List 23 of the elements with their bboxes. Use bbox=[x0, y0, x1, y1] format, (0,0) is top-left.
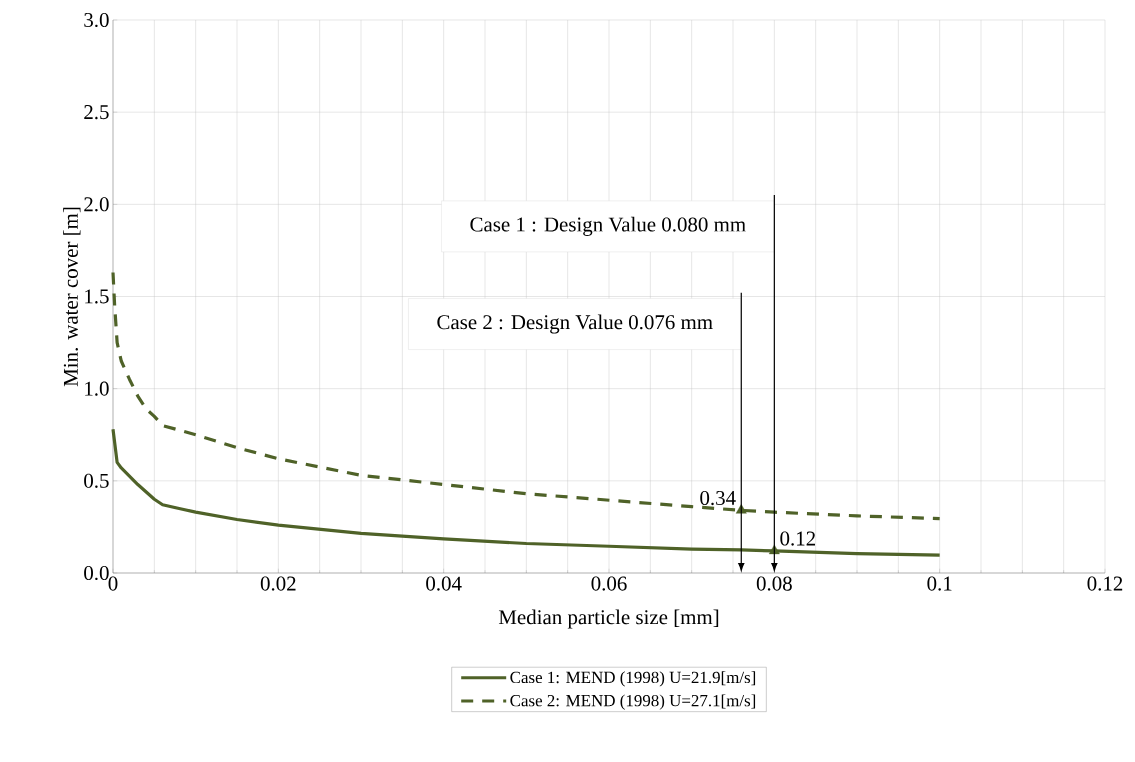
ref-line-label: Case 1 : Design Value 0.080 mm bbox=[470, 216, 746, 236]
x-axis-title: Median particle size [mm] bbox=[498, 609, 719, 629]
y-tick-label: 1.0 bbox=[85, 381, 109, 396]
x-tick-label: 0.06 bbox=[591, 576, 627, 591]
x-tick-label: 0.1 bbox=[927, 576, 952, 591]
y-tick-label: 1.5 bbox=[85, 289, 109, 304]
x-tick-label: 0.04 bbox=[426, 576, 462, 591]
y-tick-label: 3.0 bbox=[84, 12, 109, 28]
y-tick-label: 2.0 bbox=[84, 197, 109, 212]
data-label: 0.34 bbox=[700, 490, 736, 506]
y-tick-label: 0.5 bbox=[84, 473, 109, 488]
x-tick-label: 0 bbox=[108, 576, 118, 591]
y-axis-title: Min. water cover [m] bbox=[63, 207, 81, 387]
x-tick-label: 0.02 bbox=[260, 576, 296, 591]
x-tick-label: 0.08 bbox=[756, 576, 792, 591]
y-tick-label: 0.0 bbox=[84, 565, 109, 581]
line-series bbox=[111, 427, 942, 557]
y-tick-label: 2.5 bbox=[84, 105, 109, 120]
legend-label: Case 2: MEND (1998) U=27.1[m/s] bbox=[510, 694, 756, 710]
x-tick-label: 0.12 bbox=[1087, 576, 1123, 591]
ref-line-label: Case 2 : Design Value 0.076 mm bbox=[437, 314, 713, 334]
legend-label: Case 1: MEND (1998) U=21.9[m/s] bbox=[510, 671, 756, 687]
data-label: 0.12 bbox=[780, 531, 816, 546]
